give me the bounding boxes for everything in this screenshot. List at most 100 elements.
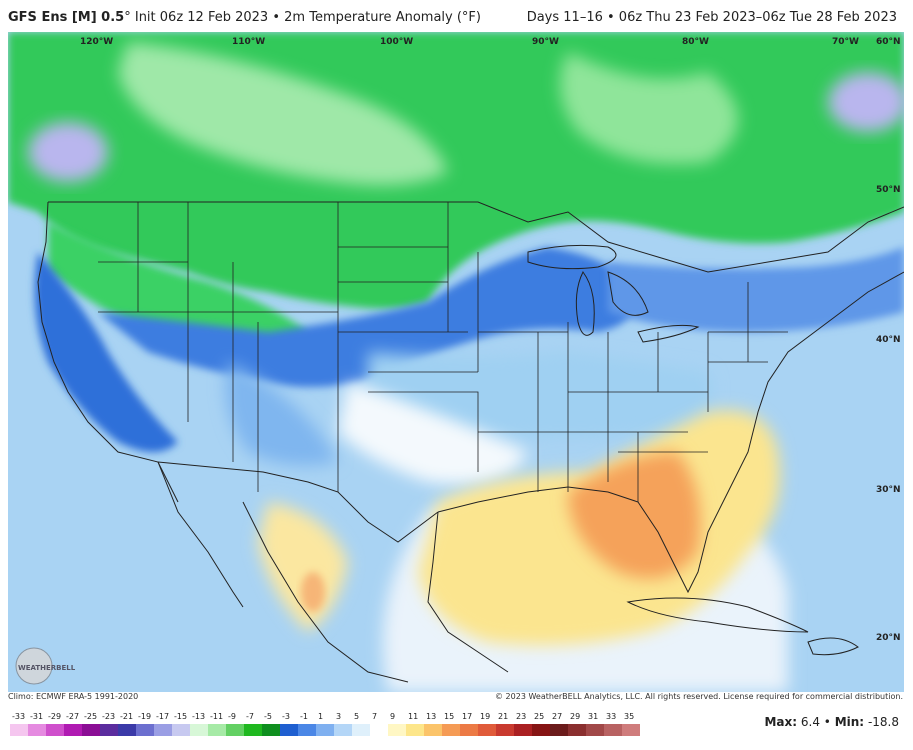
scale-tick-label: 19 xyxy=(480,712,490,721)
stats-separator: • xyxy=(823,715,831,729)
state-lines xyxy=(98,202,788,502)
scale-tick-label: -3 xyxy=(282,712,290,721)
weatherbell-logo: WEATHERBELL xyxy=(14,646,78,686)
scale-tick-label: 23 xyxy=(516,712,526,721)
lon-label: 100°W xyxy=(380,37,413,47)
lat-label: 20°N xyxy=(876,633,901,643)
max-label: Max: xyxy=(764,715,798,729)
hispaniola xyxy=(807,637,859,656)
lake-erie xyxy=(637,324,700,343)
scale-tick-label: -21 xyxy=(120,712,133,721)
scale-swatch xyxy=(298,724,316,736)
west-coast xyxy=(37,201,179,503)
scale-swatch xyxy=(100,724,118,736)
header: GFS Ens [M] 0.5° Init 06z 12 Feb 2023 • … xyxy=(0,0,913,32)
scale-tick-label: -25 xyxy=(84,712,97,721)
scale-swatch xyxy=(622,724,640,736)
scale-swatch xyxy=(82,724,100,736)
scale-tick-label: -29 xyxy=(48,712,61,721)
light-green-patch xyxy=(560,52,738,164)
scale-tick-label: -9 xyxy=(228,712,236,721)
scale-swatch xyxy=(244,724,262,736)
scale-swatch xyxy=(46,724,64,736)
southwest-light-blue xyxy=(225,362,338,466)
scale-swatch xyxy=(64,724,82,736)
scale-swatch xyxy=(334,724,352,736)
west-blue-region xyxy=(34,252,179,452)
scale-tick-label: -23 xyxy=(102,712,115,721)
scale-tick-label: 15 xyxy=(444,712,454,721)
lon-label: 80°W xyxy=(682,37,709,47)
scale-swatch xyxy=(406,724,424,736)
scale-tick-label: -17 xyxy=(156,712,169,721)
us-canada-border xyxy=(48,201,904,273)
mexico-pacific-coast xyxy=(242,501,409,683)
scale-tick-label: 1 xyxy=(318,712,323,721)
scale-tick-label: -19 xyxy=(138,712,151,721)
lake-michigan xyxy=(575,271,595,336)
northeast-blue-region xyxy=(608,247,904,332)
scale-swatch xyxy=(478,724,496,736)
model-name: GFS Ens [M] 0.5 xyxy=(8,10,125,25)
scale-tick-label: 21 xyxy=(498,712,508,721)
purple-patch xyxy=(828,72,904,132)
scale-swatch xyxy=(604,724,622,736)
variable-name: 2m Temperature Anomaly (°F) xyxy=(284,10,481,25)
scale-swatch xyxy=(208,724,226,736)
scale-tick-label: -7 xyxy=(246,712,254,721)
scale-swatch xyxy=(568,724,586,736)
scale-swatch xyxy=(496,724,514,736)
copyright-note: © 2023 WeatherBELL Analytics, LLC. All r… xyxy=(495,692,903,701)
purple-patch xyxy=(28,122,108,182)
central-blue-region xyxy=(98,247,634,387)
scale-tick-label: -1 xyxy=(300,712,308,721)
scale-swatch xyxy=(280,724,298,736)
scale-swatch xyxy=(190,724,208,736)
scale-swatch xyxy=(514,724,532,736)
boundaries xyxy=(37,201,904,683)
scale-tick-label: 5 xyxy=(354,712,359,721)
lake-superior xyxy=(527,244,617,270)
init-time: Init 06z 12 Feb 2023 xyxy=(134,10,269,25)
scale-swatch xyxy=(388,724,406,736)
plains-light-blue xyxy=(368,352,713,437)
scale-tick-label: -27 xyxy=(66,712,79,721)
state-line xyxy=(368,391,479,472)
lat-label: 30°N xyxy=(876,485,901,495)
scale-swatch xyxy=(460,724,478,736)
degree-symbol: ° xyxy=(124,10,131,25)
scale-tick-label: 33 xyxy=(606,712,616,721)
scale-swatch xyxy=(352,724,370,736)
map-title: GFS Ens [M] 0.5° Init 06z 12 Feb 2023 • … xyxy=(8,10,481,25)
map-canvas: 120°W 110°W 100°W 90°W 80°W 70°W 60°N 50… xyxy=(8,32,904,692)
texas-pale-region xyxy=(338,382,528,484)
scale-swatch xyxy=(154,724,172,736)
min-label: Min: xyxy=(834,715,865,729)
scale-swatch xyxy=(532,724,550,736)
scale-swatch xyxy=(172,724,190,736)
scale-tick-label: 13 xyxy=(426,712,436,721)
scale-tick-label: -31 xyxy=(30,712,43,721)
mexico-gulf-coast xyxy=(427,511,509,673)
scale-swatch xyxy=(550,724,568,736)
scale-swatch xyxy=(226,724,244,736)
anomaly-map: 120°W 110°W 100°W 90°W 80°W 70°W 60°N 50… xyxy=(8,32,904,692)
scale-tick-label: -5 xyxy=(264,712,272,721)
scale-swatch xyxy=(424,724,442,736)
scale-tick-label: 9 xyxy=(390,712,395,721)
scale-tick-label: -15 xyxy=(174,712,187,721)
lake-huron xyxy=(607,271,649,316)
title-separator: • xyxy=(272,10,280,25)
svg-text:WEATHERBELL: WEATHERBELL xyxy=(18,664,76,672)
scale-swatch xyxy=(28,724,46,736)
baja-coast xyxy=(157,461,244,608)
lon-label: 120°W xyxy=(80,37,113,47)
scale-tick-label: 17 xyxy=(462,712,472,721)
scale-swatch xyxy=(118,724,136,736)
cuba xyxy=(626,597,809,633)
lat-label: 50°N xyxy=(876,185,901,195)
lon-label: 90°W xyxy=(532,37,559,47)
scale-tick-label: 27 xyxy=(552,712,562,721)
warm-orange-region xyxy=(568,452,701,579)
lon-label: 70°W xyxy=(832,37,859,47)
